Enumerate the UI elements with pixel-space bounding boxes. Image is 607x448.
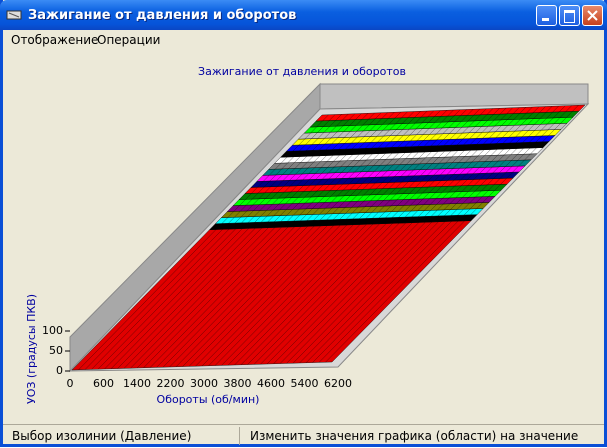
y-tick-label: 50 <box>49 344 63 357</box>
mesh-line <box>273 107 526 364</box>
status-text: Выбор изолинии (Давление) <box>12 429 192 443</box>
x-tick-label: 1400 <box>123 377 151 390</box>
window-title: Зажигание от давления и оборотов <box>28 8 297 23</box>
mesh-line <box>156 111 408 368</box>
minimize-button[interactable] <box>536 5 557 26</box>
maximize-button[interactable] <box>559 5 580 26</box>
x-tick-label: 6200 <box>324 377 352 390</box>
mesh-line <box>182 110 434 367</box>
mesh-line <box>104 113 355 370</box>
y-tick-label: 0 <box>56 364 63 377</box>
x-tick-label: 3000 <box>190 377 218 390</box>
mesh-line <box>325 105 579 363</box>
mesh-line <box>260 107 513 365</box>
mesh-line <box>149 111 402 368</box>
chart: Зажигание от давления и оборотов УОЗ (гр… <box>25 65 590 406</box>
menu-item[interactable]: Операции <box>97 33 161 47</box>
mesh-line <box>299 106 553 364</box>
app-icon <box>6 10 22 20</box>
mesh-line <box>305 105 559 363</box>
menu-bar: Отображение Операции <box>3 30 604 49</box>
mesh-line <box>175 110 428 367</box>
mesh-line <box>286 106 540 364</box>
mesh-line <box>78 114 329 370</box>
mesh-line <box>188 110 441 367</box>
mesh-line <box>117 113 369 369</box>
mesh-line <box>136 112 388 369</box>
mesh-line <box>110 113 362 369</box>
mesh-line <box>240 108 494 365</box>
x-tick-label: 600 <box>93 377 114 390</box>
mesh-line <box>234 108 487 366</box>
mesh-line <box>208 109 461 366</box>
mesh-line <box>227 108 480 366</box>
mesh-line <box>84 114 336 370</box>
mesh-line <box>279 106 533 364</box>
surface <box>71 104 586 371</box>
x-tick-label: 3800 <box>224 377 252 390</box>
x-tick-label: 2200 <box>157 377 185 390</box>
mesh-line <box>201 109 454 367</box>
status-text: Изменить значения графика (области) на з… <box>250 429 579 443</box>
mesh-line <box>221 109 474 366</box>
mesh-line <box>253 107 507 365</box>
mesh-line <box>97 113 349 370</box>
mesh-line <box>123 112 375 369</box>
mesh-line <box>195 110 448 367</box>
mesh-line <box>162 111 415 368</box>
mesh-line <box>266 107 520 365</box>
title-bar: Зажигание от давления и оборотов <box>0 0 607 30</box>
x-axis-label: Обороты (об/мин) <box>157 393 260 406</box>
mesh-line <box>318 105 572 363</box>
mesh-line <box>143 112 395 368</box>
mesh-line <box>312 105 566 363</box>
status-bar: Выбор изолинии (Давление) Изменить значе… <box>3 424 604 448</box>
mesh-line <box>130 112 382 369</box>
x-tick-label: 4600 <box>257 377 285 390</box>
x-tick-label: 5400 <box>291 377 319 390</box>
mesh-line <box>91 114 342 370</box>
y-axis-label: УОЗ (градусы ПКВ) <box>25 294 38 404</box>
chart-title: Зажигание от давления и оборотов <box>198 65 406 78</box>
mesh-line <box>214 109 467 366</box>
x-tick-label: 0 <box>67 377 74 390</box>
close-button[interactable] <box>582 5 603 26</box>
mesh-line <box>247 108 500 365</box>
y-tick-label: 100 <box>42 324 63 337</box>
menu-item[interactable]: Отображение <box>11 33 99 47</box>
mesh-line <box>169 111 421 368</box>
mesh-line <box>292 106 546 364</box>
